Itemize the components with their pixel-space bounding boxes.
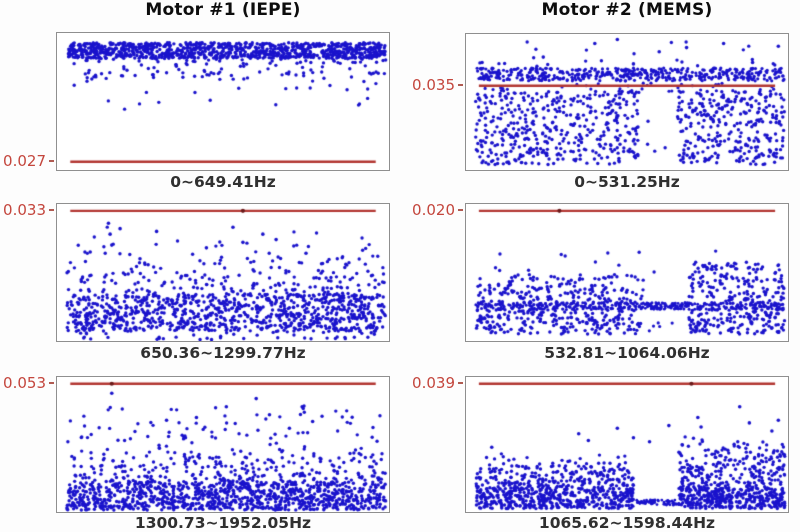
x-range-label: 650.36~1299.77Hz	[140, 344, 306, 362]
axis-tick	[458, 208, 463, 211]
scatter-canvas	[57, 377, 389, 512]
x-range-label: 1065.62~1598.44Hz	[538, 514, 716, 532]
threshold-value: 0.053	[3, 373, 46, 392]
threshold-value: 0.027	[3, 151, 46, 170]
subplot-motor2-band2	[465, 203, 789, 342]
scatter-canvas	[466, 204, 788, 341]
threshold-label: 0.035	[412, 75, 463, 95]
threshold-value: 0.020	[412, 200, 455, 219]
threshold-label: 0.020	[412, 200, 463, 220]
column-title-motor-2: Motor #2 (MEMS)	[541, 0, 713, 20]
subplot-motor1-band2	[56, 203, 390, 342]
subplot-motor1-band1	[56, 32, 390, 171]
threshold-label: 0.053	[3, 373, 54, 393]
column-title-motor-1: Motor #1 (IEPE)	[145, 0, 301, 20]
threshold-value: 0.039	[412, 373, 455, 392]
threshold-value: 0.033	[3, 200, 46, 219]
subplot-motor2-band3	[465, 376, 789, 513]
x-range-label: 532.81~1064.06Hz	[544, 344, 710, 362]
scatter-canvas	[466, 34, 788, 170]
axis-tick	[49, 208, 54, 211]
subplot-motor1-band3	[56, 376, 390, 513]
subplot-motor2-band1	[465, 33, 789, 171]
threshold-label: 0.033	[3, 200, 54, 220]
scatter-canvas	[57, 204, 389, 341]
threshold-label: 0.039	[412, 373, 463, 393]
axis-tick	[458, 83, 463, 86]
threshold-label: 0.027	[3, 151, 54, 171]
axis-tick	[49, 381, 54, 384]
x-range-label: 0~649.41Hz	[170, 173, 276, 191]
x-range-label: 0~531.25Hz	[574, 173, 680, 191]
axis-tick	[49, 159, 54, 162]
scatter-canvas	[466, 377, 788, 512]
axis-tick	[458, 381, 463, 384]
x-range-label: 1300.73~1952.05Hz	[134, 514, 312, 532]
scatter-canvas	[57, 33, 389, 170]
threshold-value: 0.035	[412, 75, 455, 94]
